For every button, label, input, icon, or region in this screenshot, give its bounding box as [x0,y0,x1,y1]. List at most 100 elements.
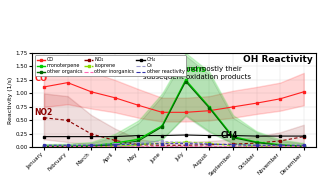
other reactivity [66,144,70,146]
CO [137,104,140,106]
NO₂ [113,139,117,142]
NO₂ [207,144,211,146]
NO₂ [137,144,140,146]
isoprene [137,144,140,146]
other organics [160,126,164,128]
other reactivity [207,143,211,145]
Line: isoprene: isoprene [43,141,305,148]
CH₄ [42,136,46,138]
monoterpene [255,141,259,143]
other inorganics [278,146,282,148]
CO [113,97,117,99]
O₃ [66,144,70,146]
other reactivity [231,144,235,146]
NO₂ [184,144,188,146]
monoterpene [113,142,117,144]
O₃ [137,141,140,144]
CO [231,106,235,108]
Line: CH₄: CH₄ [43,134,305,138]
isoprene [66,146,70,148]
other organics [278,144,282,146]
NO₂ [255,142,259,144]
NO₂ [302,136,306,138]
CH₄ [137,134,140,137]
O₃ [207,143,211,145]
other reactivity [160,143,164,145]
O₃ [302,144,306,146]
O₃ [89,144,93,146]
other organics [89,145,93,147]
O₃ [278,144,282,146]
other inorganics [231,146,235,148]
monoterpene [231,136,235,138]
monoterpene [278,144,282,146]
monoterpene [137,138,140,140]
other inorganics [66,146,70,148]
Text: CH4: CH4 [221,131,239,140]
CH₄ [113,136,117,138]
CO [255,102,259,104]
other inorganics [255,146,259,148]
other inorganics [137,146,140,148]
O₃ [42,144,46,146]
CO [42,86,46,88]
monoterpene [302,145,306,147]
isoprene [113,145,117,147]
Text: CO: CO [34,74,48,83]
Line: CO: CO [43,81,305,114]
other organics [231,137,235,139]
Legend: CO, monoterpene, other organics, NO₂, isoprene, other inorganics, CH₄, O₃, other: CO, monoterpene, other organics, NO₂, is… [35,55,186,76]
Line: other inorganics: other inorganics [43,146,305,147]
other reactivity [255,144,259,146]
CH₄ [231,134,235,137]
CO [278,98,282,100]
CO [302,91,306,93]
NO₂ [66,119,70,122]
CO [184,111,188,113]
isoprene [255,146,259,148]
other inorganics [302,146,306,148]
monoterpene [42,145,46,147]
other inorganics [184,145,188,147]
other organics [137,140,140,142]
monoterpene [184,79,188,81]
NO₂ [160,144,164,146]
NO₂ [42,117,46,119]
Line: other reactivity: other reactivity [43,143,305,146]
CH₄ [278,135,282,137]
other inorganics [160,146,164,148]
Text: Monoterepens: Monoterepens [143,65,206,74]
CO [160,111,164,113]
monoterpene [160,125,164,127]
Text: and mostly their: and mostly their [182,66,242,72]
isoprene [42,146,46,148]
monoterpene [207,106,211,108]
CH₄ [302,135,306,137]
other organics [66,145,70,147]
isoprene [302,146,306,148]
NO₂ [231,143,235,145]
Line: other organics: other organics [43,80,305,148]
CO [66,81,70,84]
O₃ [184,141,188,144]
isoprene [278,146,282,148]
other organics [255,141,259,144]
other reactivity [278,144,282,146]
other reactivity [302,144,306,146]
monoterpene [89,145,93,147]
CO [207,110,211,112]
other organics [302,145,306,147]
other inorganics [89,146,93,148]
CO [89,91,93,93]
other reactivity [137,143,140,145]
other reactivity [184,143,188,145]
Text: OH Reactivity: OH Reactivity [243,55,313,64]
Text: subsequent oxidation products: subsequent oxidation products [143,74,251,80]
other reactivity [89,144,93,146]
Line: monoterpene: monoterpene [43,79,305,148]
O₃ [113,143,117,145]
CH₄ [184,134,188,136]
O₃ [160,140,164,143]
other organics [42,145,46,147]
O₃ [255,144,259,146]
